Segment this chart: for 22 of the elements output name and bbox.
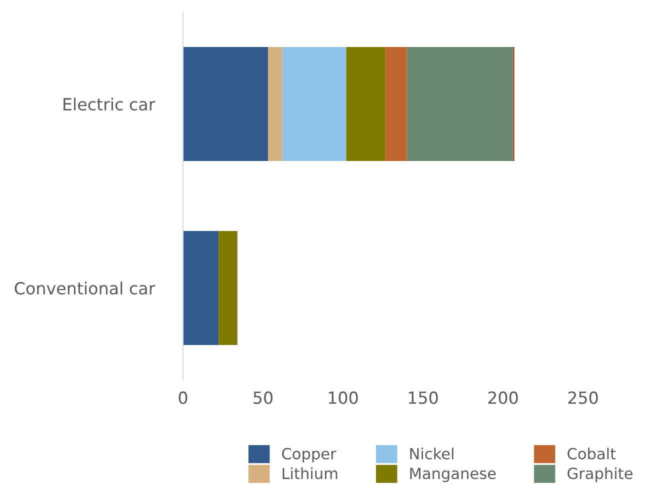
x-tick-label: 0 (178, 391, 188, 404)
x-tick-label: 100 (328, 391, 358, 404)
bar (183, 230, 219, 346)
x-tick-label: 150 (408, 391, 438, 404)
bar (282, 46, 346, 162)
x-tick-label: 250 (568, 391, 598, 404)
legend-label: Lithium (282, 467, 338, 480)
legend-label: Cobalt (568, 448, 616, 460)
legend-label: Graphite (568, 467, 632, 482)
x-tick-label: 50 (254, 391, 272, 404)
bar (218, 230, 237, 346)
y-tick-label: Electric car (64, 98, 156, 111)
bar (406, 46, 513, 162)
bar (183, 46, 268, 162)
bar (268, 46, 282, 162)
y-tick-label: Conventional car (14, 282, 156, 295)
legend-label: Manganese (410, 468, 496, 482)
bar (346, 46, 386, 162)
legend-label: Copper (282, 448, 336, 462)
legend-label: Nickel (410, 448, 454, 460)
x-tick-label: 200 (488, 391, 518, 404)
bar (385, 46, 407, 162)
